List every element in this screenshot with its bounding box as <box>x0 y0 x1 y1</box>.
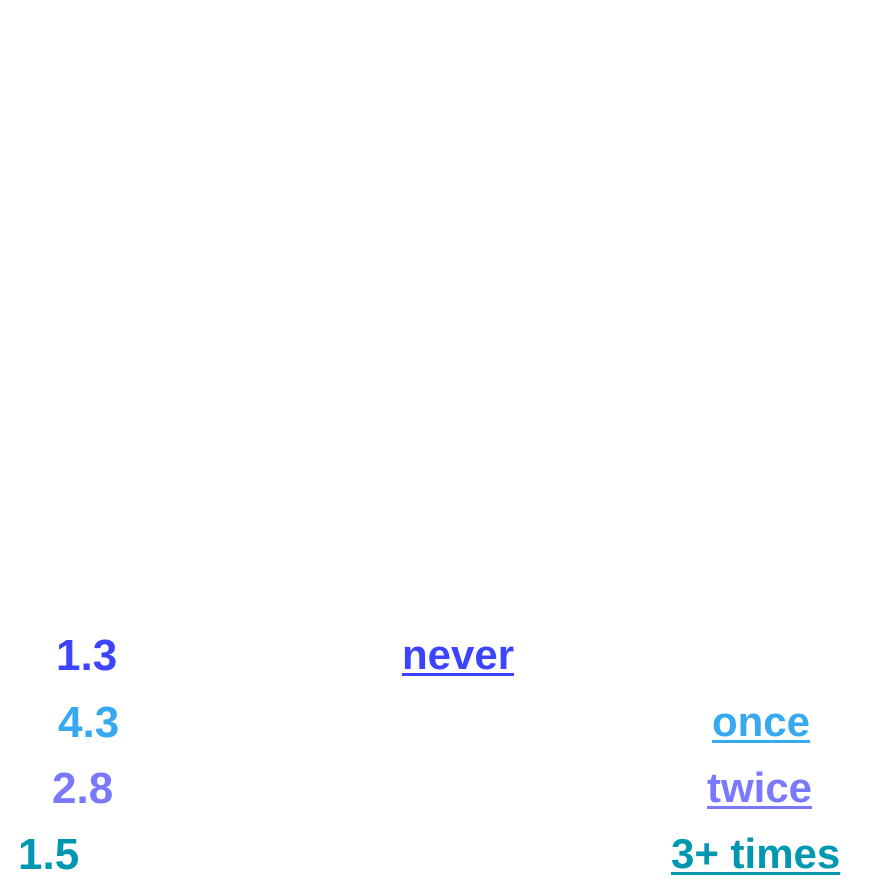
fill-segment-3-times <box>606 280 709 542</box>
fill-segment-twice <box>264 280 379 542</box>
pictogram-chart <box>0 0 869 560</box>
value-label-once: 4.3 <box>58 698 120 747</box>
person-icon-2 <box>264 18 379 280</box>
person-icon-8 <box>378 280 493 542</box>
value-label-twice: 2.8 <box>52 764 114 813</box>
fill-segment-twice <box>378 280 493 542</box>
category-label-never: never <box>402 631 515 678</box>
category-label-twice: twice <box>707 764 813 811</box>
person-icon-9 <box>492 280 607 542</box>
person-icon-3 <box>378 18 493 280</box>
person-icon-1 <box>150 18 265 280</box>
fill-segment-3-times <box>538 280 607 542</box>
person-icon-6 <box>150 280 265 542</box>
person-icon-4 <box>492 18 607 280</box>
person-icon-7 <box>264 280 379 542</box>
fill-segment-never <box>150 18 265 280</box>
fill-segment-twice <box>492 280 538 542</box>
value-label-never: 1.3 <box>56 631 118 680</box>
fill-segment-once <box>492 18 607 280</box>
fill-segment-once <box>606 18 721 280</box>
fill-segment-once <box>150 280 219 542</box>
value-label-3plus: 1.5 <box>18 830 80 879</box>
category-label-3plus: 3+ times <box>671 830 841 877</box>
fill-segment-remainder <box>709 280 721 542</box>
fill-segment-twice <box>218 280 264 542</box>
fill-segment-once <box>378 18 493 280</box>
category-label-once: once <box>712 698 811 745</box>
person-icon-5 <box>606 18 721 280</box>
person-icon-10 <box>606 280 721 542</box>
fill-segment-never <box>264 18 299 280</box>
fill-segment-once <box>298 18 378 280</box>
